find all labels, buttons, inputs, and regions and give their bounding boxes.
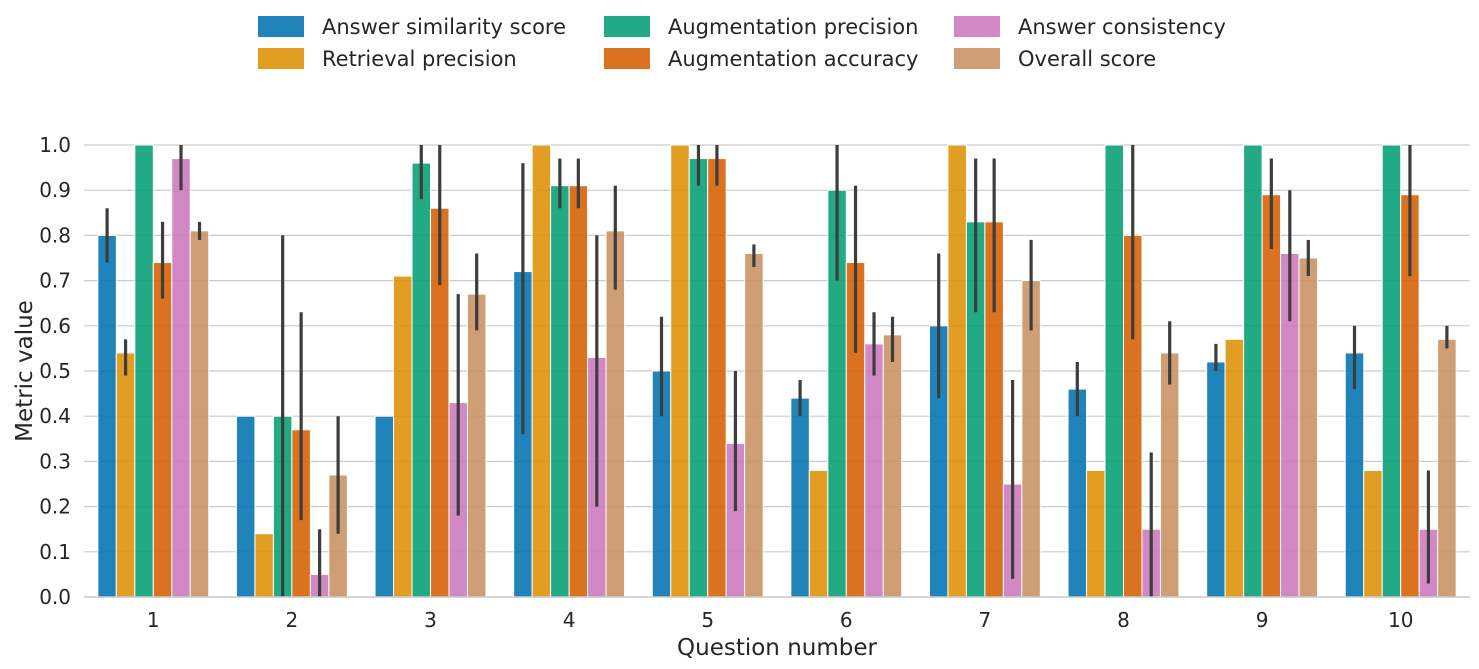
legend-swatch bbox=[954, 16, 1000, 37]
legend-swatch bbox=[604, 16, 650, 37]
bar bbox=[1067, 388, 1088, 598]
bar bbox=[152, 262, 173, 598]
y-tick-label: 0.6 bbox=[39, 314, 71, 338]
y-tick-label: 1.0 bbox=[39, 133, 71, 157]
bar bbox=[1437, 338, 1457, 598]
x-tick-label: 8 bbox=[1117, 608, 1130, 632]
y-tick-label: 0.5 bbox=[39, 359, 71, 383]
x-tick-label: 4 bbox=[563, 608, 576, 632]
x-tick-labels: 1 2 3 4 5 6 7 8 9 10 bbox=[147, 608, 1413, 632]
x-tick-label: 6 bbox=[840, 608, 853, 632]
bar bbox=[1344, 352, 1365, 598]
y-tick-label: 0.4 bbox=[39, 404, 71, 428]
bar bbox=[1104, 144, 1125, 598]
legend: Answer similarity score Retrieval precisi… bbox=[258, 15, 1226, 71]
y-tick-label: 0.8 bbox=[39, 223, 71, 247]
legend-label: Retrieval precision bbox=[322, 47, 517, 71]
y-tick-label: 0.7 bbox=[39, 269, 71, 293]
x-tick-label: 1 bbox=[147, 608, 160, 632]
legend-label: Augmentation accuracy bbox=[668, 47, 918, 71]
x-tick-label: 2 bbox=[286, 608, 299, 632]
bar bbox=[1224, 338, 1245, 598]
legend-label: Augmentation precision bbox=[668, 15, 918, 39]
bar bbox=[531, 144, 552, 598]
legend-swatch bbox=[604, 48, 650, 69]
bar bbox=[550, 185, 570, 598]
legend-swatch bbox=[258, 16, 304, 37]
y-tick-labels: 0.0 0.1 0.2 0.3 0.4 0.5 0.6 0.7 0.8 0.9 1.0 bbox=[39, 133, 71, 609]
y-tick-label: 0.0 bbox=[39, 585, 71, 609]
bar bbox=[115, 352, 136, 598]
bar bbox=[1363, 469, 1383, 598]
bar bbox=[864, 343, 884, 598]
bar bbox=[189, 230, 210, 598]
bar bbox=[97, 234, 117, 598]
bar bbox=[171, 158, 191, 598]
grid-lines bbox=[84, 144, 1470, 598]
bar bbox=[688, 158, 709, 598]
x-tick-label: 7 bbox=[979, 608, 992, 632]
bar bbox=[466, 293, 487, 598]
legend-label: Overall score bbox=[1018, 47, 1156, 71]
bar bbox=[707, 158, 727, 598]
bar bbox=[235, 415, 256, 598]
bar bbox=[1261, 194, 1282, 598]
y-axis-title: Metric value bbox=[12, 300, 38, 442]
bar bbox=[1381, 144, 1402, 598]
bar bbox=[744, 252, 764, 598]
bar bbox=[947, 144, 967, 598]
bar bbox=[808, 469, 829, 598]
y-tick-label: 0.1 bbox=[39, 540, 71, 564]
legend-swatch bbox=[258, 48, 304, 69]
y-tick-label: 0.9 bbox=[39, 178, 71, 202]
y-tick-label: 0.2 bbox=[39, 495, 71, 519]
legend-swatch bbox=[954, 48, 1000, 69]
x-axis-title: Question number bbox=[677, 635, 877, 661]
x-tick-label: 3 bbox=[424, 608, 437, 632]
y-tick-label: 0.3 bbox=[39, 449, 71, 473]
bar bbox=[790, 397, 810, 598]
bar bbox=[1243, 144, 1263, 598]
bar bbox=[393, 275, 413, 598]
bar bbox=[1298, 257, 1319, 598]
legend-label: Answer consistency bbox=[1018, 15, 1226, 39]
bars bbox=[97, 144, 1457, 598]
bar bbox=[882, 334, 903, 598]
x-tick-label: 10 bbox=[1388, 608, 1413, 632]
x-tick-label: 9 bbox=[1256, 608, 1269, 632]
bar bbox=[1086, 469, 1106, 598]
bar bbox=[254, 533, 274, 598]
bar bbox=[1159, 352, 1180, 598]
bar bbox=[568, 185, 589, 598]
x-tick-label: 5 bbox=[701, 608, 714, 632]
bar bbox=[374, 415, 395, 598]
error-bars bbox=[105, 145, 1449, 597]
bar bbox=[134, 144, 154, 598]
bar bbox=[670, 144, 690, 598]
legend-label: Answer similarity score bbox=[322, 15, 566, 39]
bar bbox=[411, 162, 431, 598]
bar bbox=[1206, 361, 1226, 598]
